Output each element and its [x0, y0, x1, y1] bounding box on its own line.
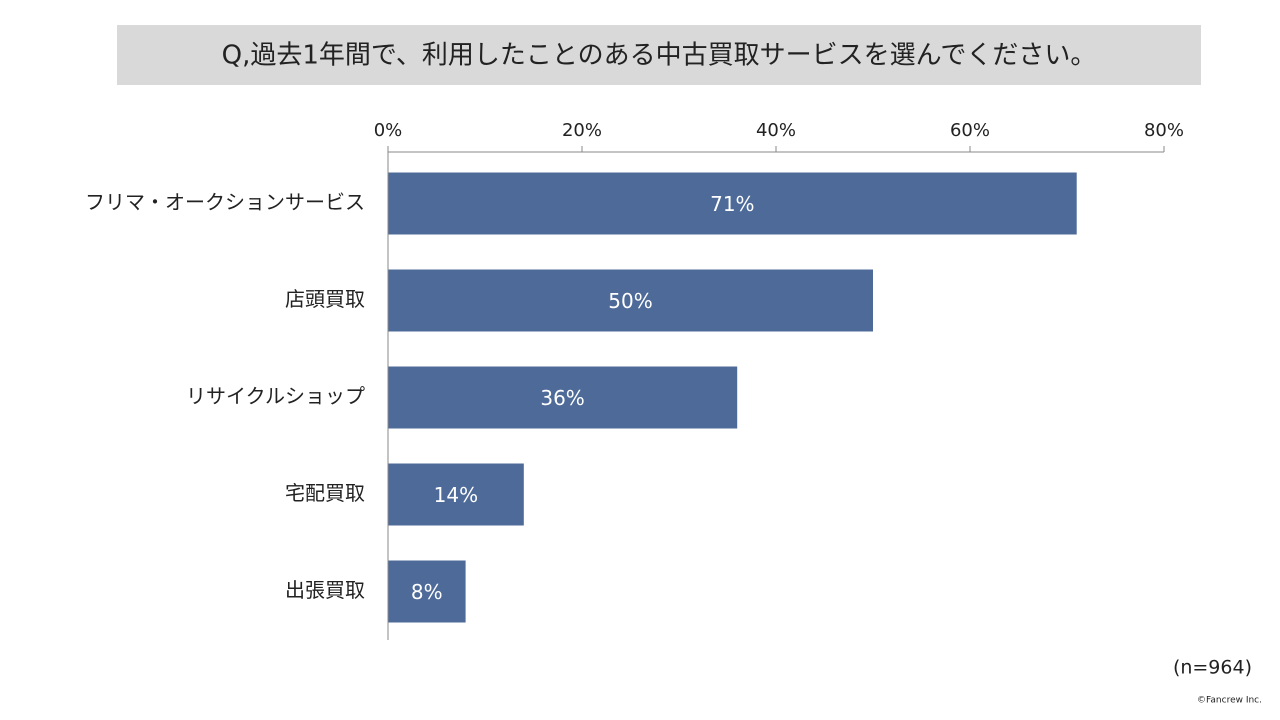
value-label: 71% [710, 192, 754, 216]
value-label: 36% [540, 386, 584, 410]
category-label: リサイクルショップ [186, 384, 365, 408]
category-label: 出張買取 [285, 578, 365, 602]
bar [388, 366, 738, 429]
bar [388, 269, 873, 332]
title-box [117, 25, 1201, 85]
chart-title: Q,過去1年間で、利用したことのある中古買取サービスを選んでください。 [222, 41, 1097, 71]
sample-note: (n=964) [1173, 657, 1252, 679]
x-tick-label: 0% [374, 120, 403, 141]
credit: ©Fancrew Inc. [1197, 696, 1262, 706]
bar [388, 463, 524, 526]
category-label: フリマ・オークションサービス [85, 190, 365, 214]
x-tick-label: 20% [562, 120, 602, 141]
bar [388, 560, 466, 623]
category-label: 宅配買取 [285, 481, 365, 505]
value-label: 50% [608, 289, 652, 313]
value-label: 14% [434, 483, 478, 507]
x-tick-label: 40% [756, 120, 796, 141]
x-tick-label: 60% [950, 120, 990, 141]
x-tick-label: 80% [1144, 120, 1184, 141]
value-label: 8% [411, 580, 443, 604]
bar [388, 172, 1077, 235]
category-label: 店頭買取 [285, 287, 365, 311]
